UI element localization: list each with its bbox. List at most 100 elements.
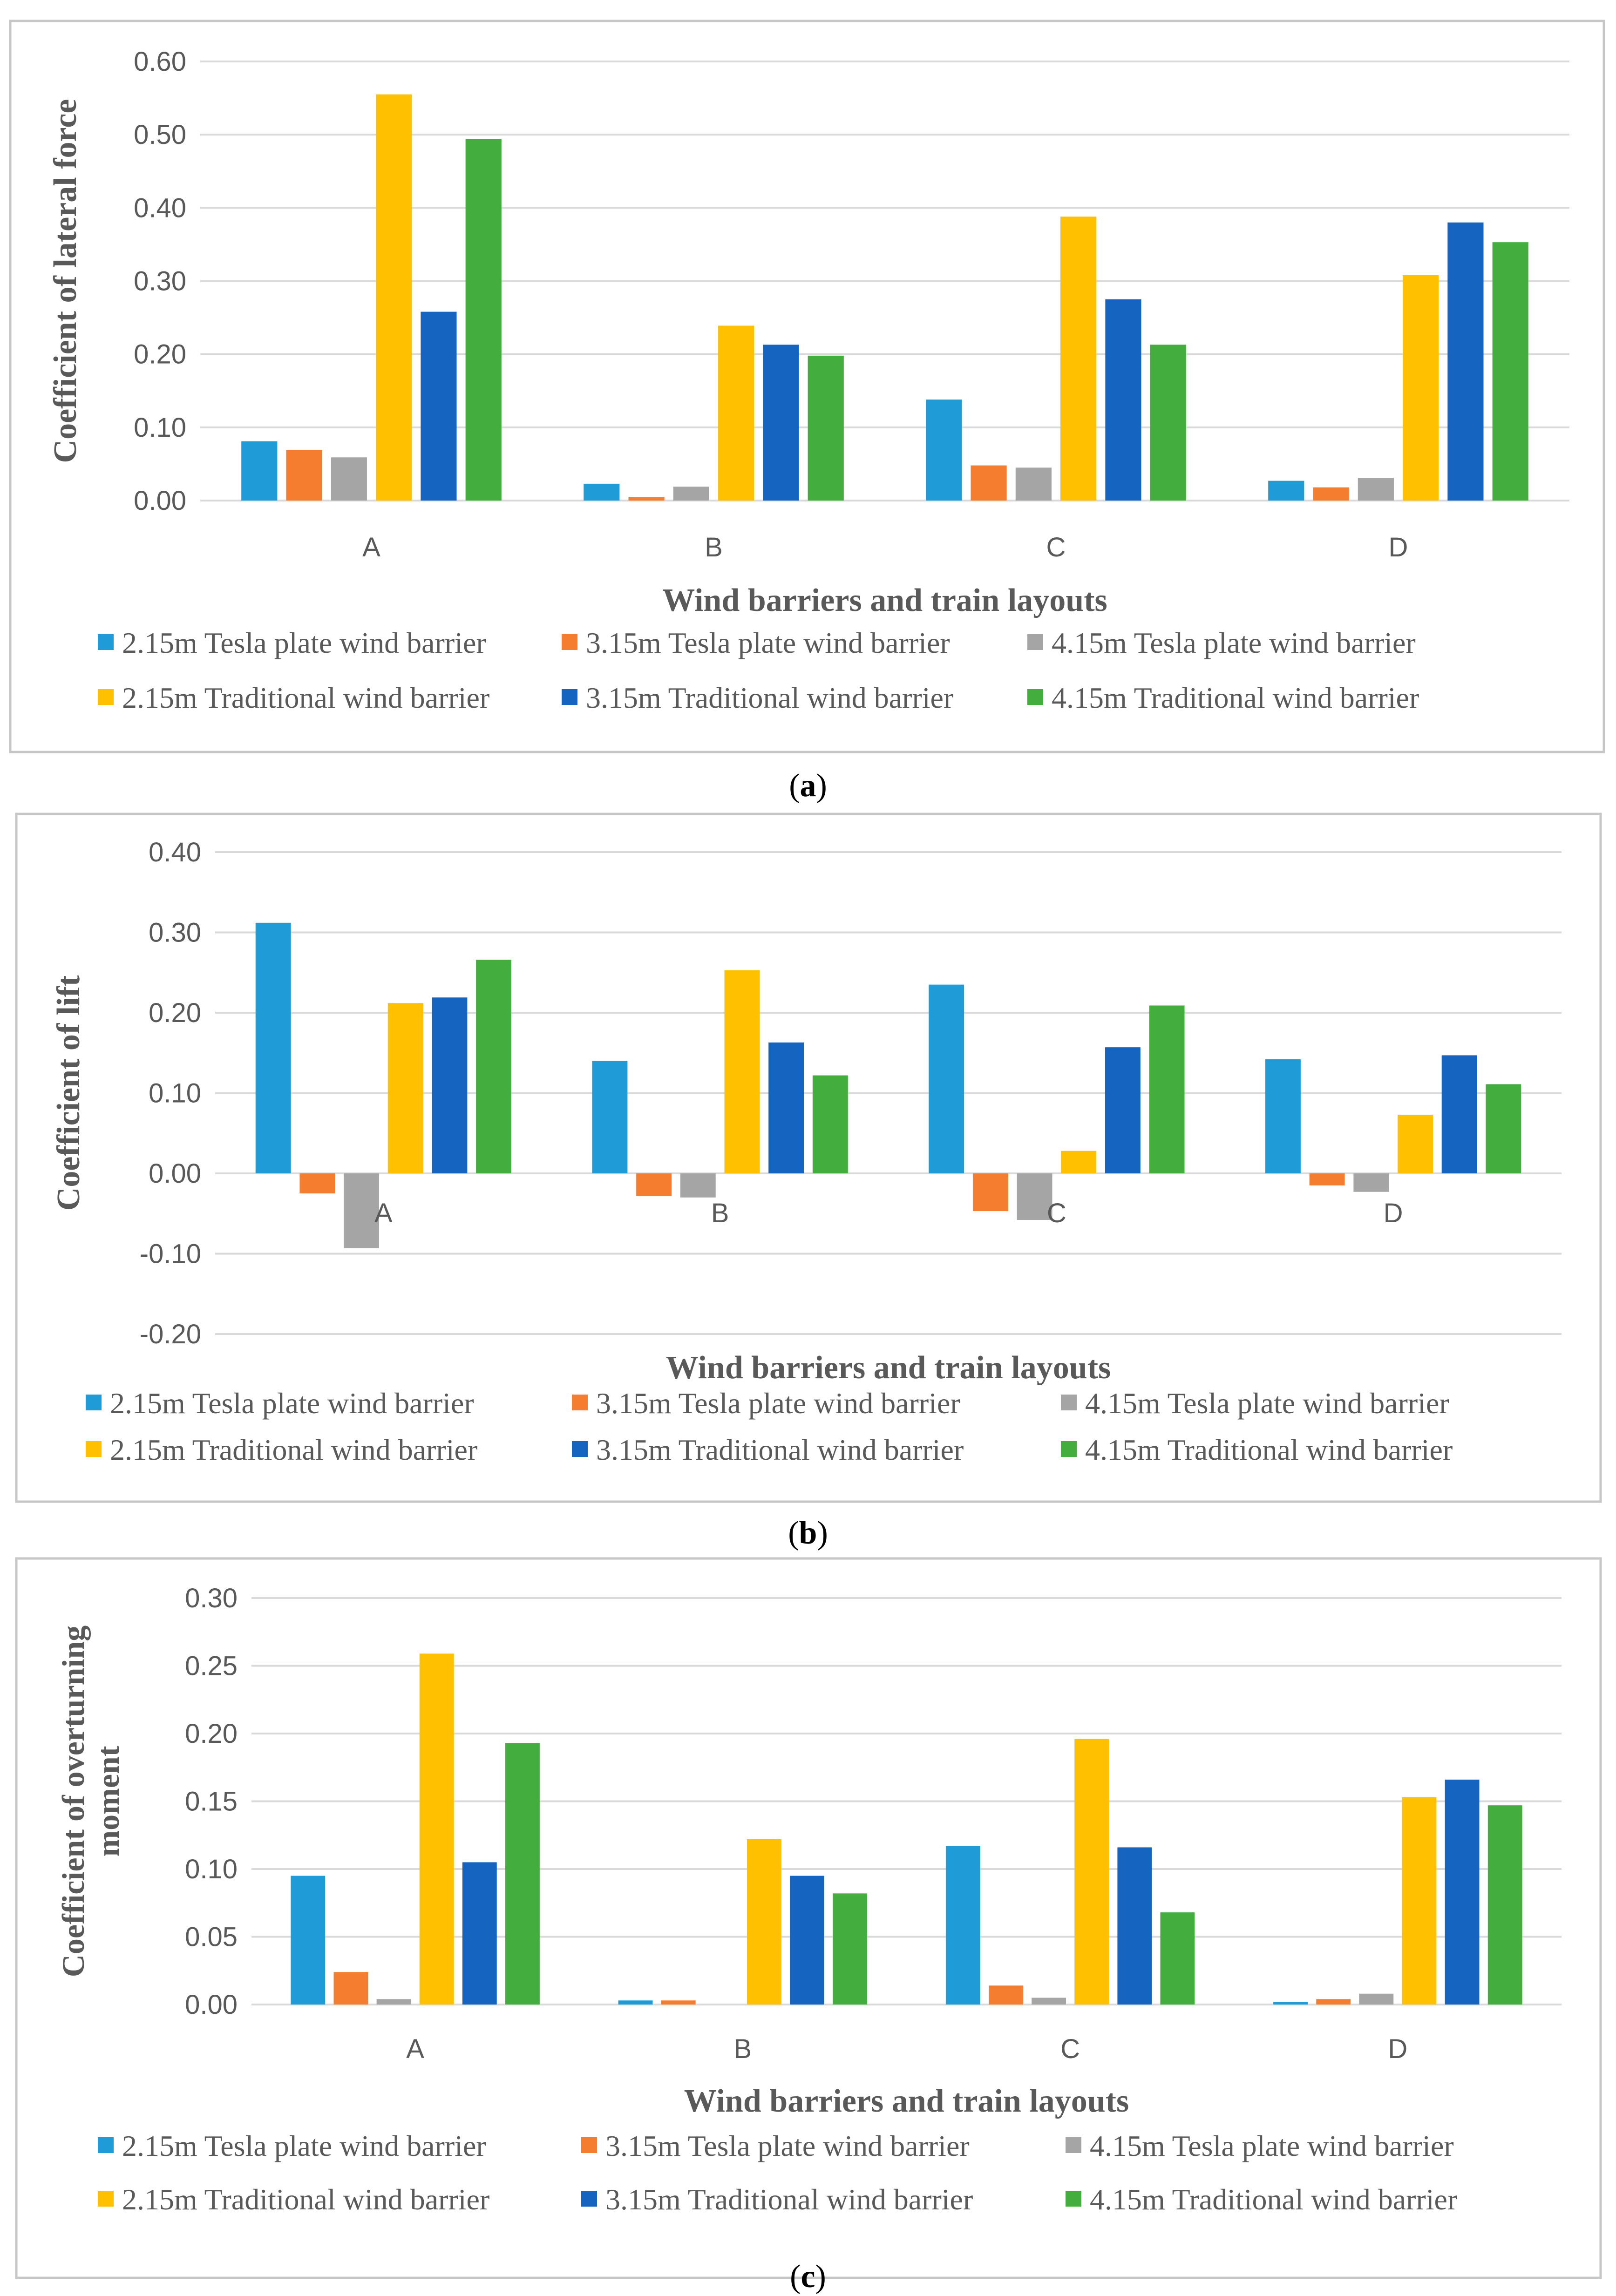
bar <box>1032 1998 1066 2005</box>
bar <box>1358 478 1394 501</box>
bar <box>421 312 457 501</box>
y-tick-label: 0.05 <box>185 1922 238 1952</box>
bar <box>1061 1151 1097 1173</box>
bar <box>1359 1993 1394 2005</box>
y-axis-title: moment <box>90 1746 126 1856</box>
bar <box>1060 217 1097 501</box>
bar <box>1015 467 1052 501</box>
bar <box>718 325 754 501</box>
panel-letter: a <box>800 768 816 804</box>
legend-swatch <box>98 2191 114 2207</box>
bar <box>1398 1115 1433 1173</box>
legend-label: 4.15m Traditional wind barrier <box>1085 1433 1453 1466</box>
bar <box>1492 242 1528 501</box>
legend-label: 4.15m Tesla plate wind barrier <box>1085 1387 1449 1420</box>
legend-swatch <box>98 689 114 705</box>
y-tick-label: 0.50 <box>134 120 186 150</box>
x-axis-title: Wind barriers and train layouts <box>666 1350 1111 1386</box>
x-tick-label: D <box>1389 532 1408 562</box>
legend-item: 2.15m Traditional wind barrier <box>98 2183 489 2216</box>
chart-panel-a: 0.00 0.10 0.20 0.30 0.40 0.50 0.60 A B C D Wind bar… <box>9 20 1605 804</box>
x-tick-label: A <box>406 2034 424 2064</box>
legend-swatch <box>98 634 114 650</box>
y-tick-label: 0.20 <box>149 998 201 1028</box>
legend-label: 2.15m Traditional wind barrier <box>122 2183 489 2216</box>
legend-item: 4.15m Traditional wind barrier <box>1027 681 1419 714</box>
legend-swatch <box>86 1395 102 1410</box>
legend-swatch <box>572 1395 588 1410</box>
legend-swatch <box>1027 634 1043 650</box>
bar <box>680 1173 716 1198</box>
y-tick-label: 0.30 <box>134 266 186 297</box>
x-tick-label: A <box>374 1198 393 1228</box>
bar <box>1441 1055 1477 1173</box>
x-tick-label: B <box>705 532 723 562</box>
bar <box>1074 1739 1109 2005</box>
bar <box>376 94 412 501</box>
y-tick-label: 0.10 <box>149 1078 201 1109</box>
legend-item: 3.15m Traditional wind barrier <box>572 1433 964 1466</box>
bar <box>1268 481 1304 501</box>
x-tick-label: C <box>1046 532 1066 562</box>
bar <box>1447 222 1484 501</box>
bar <box>299 1173 335 1194</box>
bar <box>808 355 844 501</box>
bar <box>1160 1912 1195 2005</box>
bar <box>972 1173 1008 1212</box>
legend-swatch <box>562 689 577 705</box>
legend-item: 2.15m Tesla plate wind barrier <box>98 626 486 659</box>
bar <box>1265 1059 1301 1173</box>
panel-label: (a) <box>789 768 827 804</box>
y-tick-label: -0.20 <box>140 1319 201 1349</box>
bar <box>1487 1805 1522 2005</box>
legend-swatch <box>572 1441 588 1457</box>
y-tick-label: 0.30 <box>185 1583 238 1613</box>
legend-swatch <box>1061 1395 1077 1410</box>
bar <box>462 1862 497 2005</box>
bar <box>636 1173 672 1196</box>
y-tick-label: -0.10 <box>140 1239 201 1269</box>
legend-item: 2.15m Tesla plate wind barrier <box>98 2129 486 2162</box>
bar <box>763 345 799 501</box>
bar <box>661 2000 696 2005</box>
bar <box>376 1999 411 2005</box>
x-tick-label: D <box>1384 1198 1403 1228</box>
x-tick-label: D <box>1388 2034 1407 2064</box>
bar <box>255 922 291 1173</box>
chart-panel-b: -0.20 -0.10 0.00 0.10 0.20 0.30 0.40 A B C D Wind b… <box>15 813 1602 1551</box>
x-axis-title: Wind barriers and train layouts <box>684 2083 1129 2119</box>
legend-item: 4.15m Tesla plate wind barrier <box>1027 626 1416 659</box>
legend-label: 3.15m Tesla plate wind barrier <box>605 2129 970 2162</box>
bar <box>724 970 760 1173</box>
y-tick-label: 0.40 <box>149 837 201 867</box>
bar <box>419 1653 454 2005</box>
legend-label: 2.15m Traditional wind barrier <box>122 681 489 714</box>
panel-label: (c) <box>790 2259 826 2295</box>
legend-label: 4.15m Traditional wind barrier <box>1052 681 1419 714</box>
legend-item: 3.15m Tesla plate wind barrier <box>572 1387 960 1420</box>
bar <box>1313 487 1349 501</box>
x-tick-label: C <box>1060 2034 1080 2064</box>
bar <box>592 1061 628 1173</box>
legend-label: 2.15m Tesla plate wind barrier <box>122 2129 486 2162</box>
panel-frame <box>9 20 1605 753</box>
legend-swatch <box>562 634 577 650</box>
legend-item: 4.15m Traditional wind barrier <box>1066 2183 1457 2216</box>
legend-item: 4.15m Tesla plate wind barrier <box>1066 2129 1454 2162</box>
y-tick-label: 0.15 <box>185 1787 238 1817</box>
legend-item: 4.15m Traditional wind barrier <box>1061 1433 1453 1466</box>
x-tick-label: B <box>734 2034 752 2064</box>
legend-item: 3.15m Tesla plate wind barrier <box>581 2129 970 2162</box>
legend-swatch <box>1061 1441 1077 1457</box>
bar <box>1309 1173 1345 1185</box>
legend-item: 3.15m Tesla plate wind barrier <box>562 626 950 659</box>
x-axis-title: Wind barriers and train layouts <box>662 582 1107 618</box>
legend-label: 3.15m Traditional wind barrier <box>586 681 953 714</box>
bar <box>1445 1779 1480 2005</box>
legend-swatch <box>581 2137 597 2153</box>
bar <box>1316 1999 1351 2005</box>
bar <box>945 1846 980 2005</box>
bar <box>1273 2002 1308 2005</box>
chart-panel-c: 0.00 0.05 0.10 0.15 0.20 0.25 0.30 A B C D Wind bar… <box>15 1557 1602 2295</box>
